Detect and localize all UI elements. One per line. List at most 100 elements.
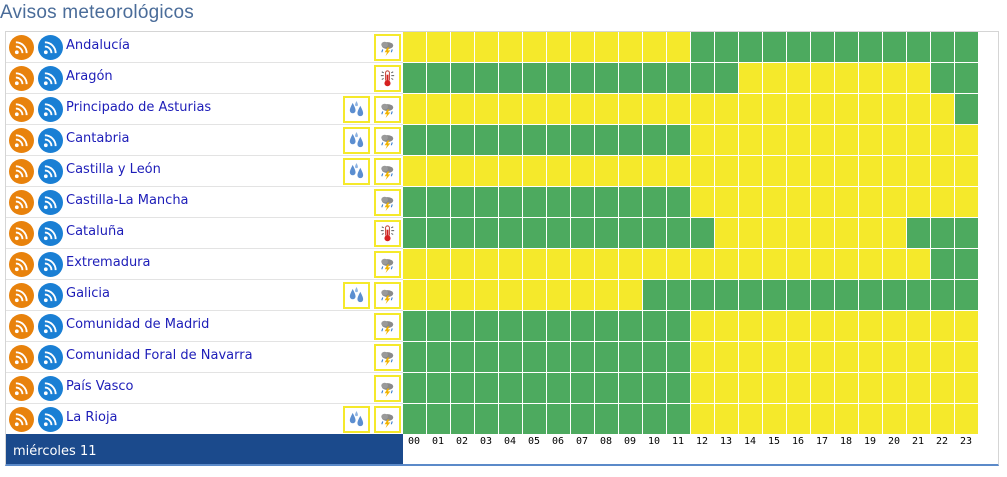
hour-cell[interactable] [475,280,498,310]
hour-cell[interactable] [955,249,978,279]
hour-cell[interactable] [667,280,690,310]
hour-cell[interactable] [427,249,450,279]
hour-cell[interactable] [667,156,690,186]
storm-icon[interactable] [374,282,401,309]
hour-cell[interactable] [739,249,762,279]
rss-subscribe-icon[interactable] [38,97,63,122]
hour-cell[interactable] [763,342,786,372]
hour-cell[interactable] [931,373,954,403]
hour-cell[interactable] [883,156,906,186]
storm-icon[interactable] [374,158,401,185]
hour-cell[interactable] [667,187,690,217]
hour-cell[interactable] [571,94,594,124]
hour-cell[interactable] [835,342,858,372]
rss-feed-icon[interactable] [9,128,34,153]
hour-cell[interactable] [451,63,474,93]
rss-feed-icon[interactable] [9,159,34,184]
hour-cell[interactable] [499,156,522,186]
hour-cell[interactable] [715,404,738,434]
rss-feed-icon[interactable] [9,252,34,277]
hour-cell[interactable] [715,280,738,310]
hour-cell[interactable] [595,125,618,155]
hour-cell[interactable] [859,63,882,93]
hour-cell[interactable] [619,218,642,248]
hour-cell[interactable] [835,218,858,248]
hour-cell[interactable] [499,404,522,434]
hour-cell[interactable] [427,156,450,186]
hour-cell[interactable] [667,125,690,155]
hour-cell[interactable] [739,125,762,155]
hour-cell[interactable] [955,218,978,248]
hour-cell[interactable] [883,342,906,372]
region-link[interactable]: Galicia [66,286,110,301]
hour-cell[interactable] [667,373,690,403]
storm-icon[interactable] [374,344,401,371]
rss-feed-icon[interactable] [9,97,34,122]
hour-cell[interactable] [907,373,930,403]
hour-cell[interactable] [955,373,978,403]
hour-cell[interactable] [427,311,450,341]
hour-cell[interactable] [451,311,474,341]
hour-cell[interactable] [475,218,498,248]
hour-cell[interactable] [499,94,522,124]
hour-cell[interactable] [523,156,546,186]
hour-cell[interactable] [523,311,546,341]
hour-cell[interactable] [667,32,690,62]
hour-cell[interactable] [451,404,474,434]
hour-cell[interactable] [619,187,642,217]
hour-cell[interactable] [595,373,618,403]
hour-cell[interactable] [955,280,978,310]
hour-cell[interactable] [883,218,906,248]
hour-cell[interactable] [475,373,498,403]
hour-cell[interactable] [451,125,474,155]
hour-cell[interactable] [787,249,810,279]
hour-cell[interactable] [403,342,426,372]
hour-cell[interactable] [547,187,570,217]
region-link[interactable]: La Rioja [66,410,118,425]
hour-cell[interactable] [691,280,714,310]
region-link[interactable]: Cantabria [66,131,130,146]
hour-cell[interactable] [595,32,618,62]
hour-cell[interactable] [883,32,906,62]
hour-cell[interactable] [859,32,882,62]
hour-cell[interactable] [811,156,834,186]
hour-cell[interactable] [835,373,858,403]
hour-cell[interactable] [955,404,978,434]
hour-cell[interactable] [499,32,522,62]
hour-cell[interactable] [427,32,450,62]
hour-cell[interactable] [499,342,522,372]
hour-cell[interactable] [835,311,858,341]
hour-cell[interactable] [571,280,594,310]
hour-cell[interactable] [403,32,426,62]
hour-cell[interactable] [811,187,834,217]
hour-cell[interactable] [715,63,738,93]
hour-cell[interactable] [955,187,978,217]
hour-cell[interactable] [931,32,954,62]
hour-cell[interactable] [955,32,978,62]
hour-cell[interactable] [619,125,642,155]
hour-cell[interactable] [643,280,666,310]
hour-cell[interactable] [787,311,810,341]
hour-cell[interactable] [883,94,906,124]
hour-cell[interactable] [835,404,858,434]
hour-cell[interactable] [619,63,642,93]
hour-cell[interactable] [475,63,498,93]
hour-cell[interactable] [859,311,882,341]
hour-cell[interactable] [691,249,714,279]
hour-cell[interactable] [499,63,522,93]
hour-cell[interactable] [451,187,474,217]
hour-cell[interactable] [955,125,978,155]
hour-cell[interactable] [595,218,618,248]
hour-cell[interactable] [835,280,858,310]
rain-icon[interactable] [343,158,370,185]
hour-cell[interactable] [451,32,474,62]
hour-cell[interactable] [787,125,810,155]
region-link[interactable]: Aragón [66,69,113,84]
hour-cell[interactable] [883,311,906,341]
hour-cell[interactable] [595,342,618,372]
region-link[interactable]: Castilla-La Mancha [66,193,189,208]
hour-cell[interactable] [547,32,570,62]
rss-subscribe-icon[interactable] [38,128,63,153]
hour-cell[interactable] [475,311,498,341]
hour-cell[interactable] [667,63,690,93]
